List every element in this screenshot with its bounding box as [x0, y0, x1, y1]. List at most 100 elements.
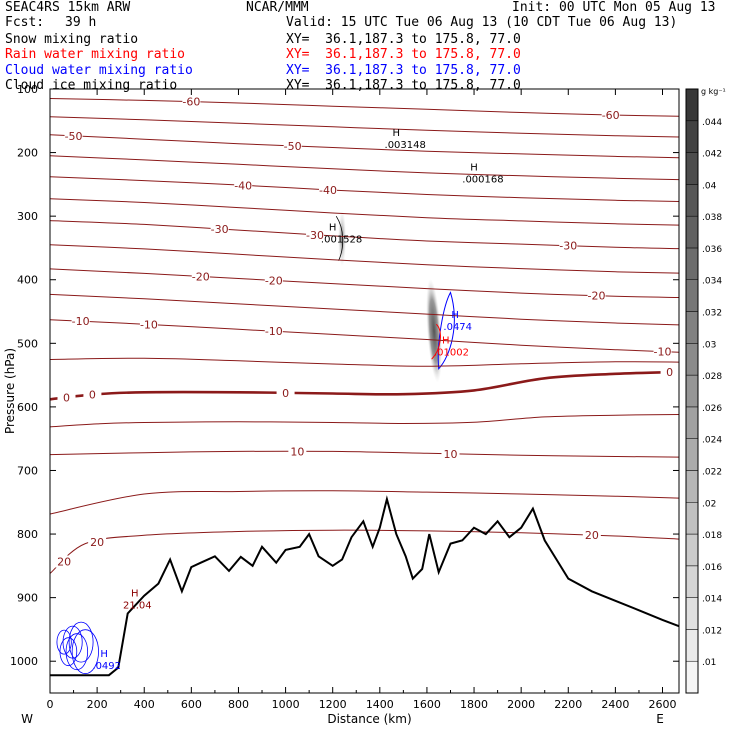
- contour-label-bg: [283, 139, 302, 152]
- forecast-label: Fcst:: [5, 15, 45, 30]
- y-tick-label: 600: [17, 401, 38, 414]
- extremum-marker: H: [329, 223, 337, 234]
- init-time: Init: 00 UTC Mon 05 Aug 13: [512, 0, 716, 15]
- x-axis-label: Distance (km): [327, 712, 411, 726]
- temperature-contour-label: -30: [559, 240, 577, 253]
- colorbar-tick-label: .028: [702, 372, 722, 382]
- x-tick-label: 2200: [554, 698, 582, 711]
- colorbar-tick-label: .012: [702, 626, 722, 636]
- temperature-contour: [50, 220, 679, 250]
- contour-label-bg: [57, 391, 76, 404]
- contour-label-bg: [210, 223, 229, 236]
- temperature-contour-label: 20: [90, 536, 104, 549]
- temperature-contour: [50, 357, 679, 367]
- x-tick-label: 400: [134, 698, 155, 711]
- extremum-value: .0492: [92, 661, 121, 672]
- contour-label-bg: [64, 129, 83, 142]
- temperature-contour: [50, 116, 679, 138]
- temperature-contour-label: 0: [282, 387, 289, 400]
- colorbar-swatch: [685, 184, 699, 217]
- colorbar-swatch: [685, 279, 699, 312]
- y-tick-label: 900: [17, 592, 38, 605]
- x-tick-label: 2600: [649, 698, 677, 711]
- x-tick-label: 2400: [601, 698, 629, 711]
- contour-label-bg: [264, 274, 283, 287]
- contour-label-bg: [83, 388, 102, 401]
- contour-label-bg: [559, 239, 578, 252]
- temperature-contour-label: -20: [265, 274, 283, 287]
- colorbar-tick-label: .042: [702, 150, 722, 160]
- contour-label-bg: [653, 345, 672, 358]
- colorbar-tick-label: .032: [702, 309, 722, 319]
- x-tick-label: 1800: [460, 698, 488, 711]
- colorbar-swatch: [685, 215, 699, 249]
- colorbar-tick-label: .044: [702, 118, 722, 128]
- x-tick-label: 1400: [366, 698, 394, 711]
- colorbar-tick-label: .016: [702, 563, 722, 573]
- low-cloud-contour: [68, 621, 94, 663]
- field-cloud-water-name: Cloud water mixing ratio: [5, 63, 193, 78]
- colorbar-swatch: [685, 247, 699, 280]
- temperature-contour: [50, 176, 679, 202]
- extremum-marker: H: [393, 128, 401, 139]
- temperature-contour-label: -60: [182, 96, 200, 109]
- colorbar-tick-label: .022: [702, 467, 722, 477]
- temperature-contour-label: -10: [265, 325, 283, 338]
- contour-label-bg: [660, 366, 679, 379]
- colorbar-tick-label: .034: [702, 277, 722, 287]
- direction-west: W: [21, 712, 33, 726]
- y-tick-label: 1000: [10, 655, 38, 668]
- colorbar-swatch: [685, 374, 699, 408]
- colorbar-tick-label: .014: [702, 595, 722, 605]
- cloud-water-contour: [437, 291, 455, 370]
- temperature-contour-label: -10: [654, 346, 672, 359]
- temperature-contour: [50, 450, 679, 458]
- contour-label-bg: [288, 445, 307, 458]
- extremum-marker: H: [442, 336, 450, 347]
- temperature-contour-label: -50: [284, 140, 302, 153]
- contour-label-bg: [71, 315, 90, 328]
- colorbar-tick-label: .018: [702, 531, 722, 541]
- x-tick-label: 2000: [507, 698, 535, 711]
- extremum-value: .003148: [385, 140, 426, 151]
- model-name: SEAC4RS 15km ARW: [5, 0, 131, 15]
- temperature-contour-label: -10: [140, 318, 158, 331]
- contour-label-bg: [191, 270, 210, 283]
- colorbar-swatch: [685, 88, 699, 122]
- temperature-contour: [50, 414, 679, 428]
- temperature-contour-label: -30: [211, 223, 229, 236]
- contour-label-bg: [182, 95, 201, 108]
- extremum-value: .001528: [321, 235, 362, 246]
- temperature-contour: [50, 98, 679, 117]
- colorbar-tick-label: .036: [702, 245, 722, 255]
- y-tick-label: 500: [17, 337, 38, 350]
- temperature-contour-label: -30: [306, 229, 324, 242]
- temperature-contour: [50, 198, 679, 226]
- temperature-contour-label: -50: [65, 130, 83, 143]
- field-snow-xy: XY= 36.1,187.3 to 175.8, 77.0: [286, 32, 521, 47]
- extremum-value: .01002: [434, 348, 469, 359]
- colorbar-swatch: [685, 120, 699, 153]
- temperature-contour-label: 20: [57, 556, 71, 569]
- contour-label-bg: [55, 555, 74, 568]
- temperature-contour-label: -20: [192, 270, 210, 283]
- temperature-contour-label: -40: [234, 179, 252, 192]
- extremum-value: .0474: [443, 322, 472, 333]
- extremum-marker: H: [470, 163, 478, 174]
- contour-label-bg: [582, 529, 601, 542]
- direction-east: E: [656, 712, 664, 726]
- colorbar-frame: [685, 88, 699, 694]
- field-rain-xy: XY= 36.1,187.3 to 175.8, 77.0: [286, 47, 521, 62]
- colorbar-swatch: [685, 597, 699, 630]
- contour-label-bg: [601, 108, 620, 121]
- x-tick-label: 800: [228, 698, 249, 711]
- colorbar-swatch: [685, 470, 699, 503]
- x-tick-label: 600: [181, 698, 202, 711]
- valid-time: Valid: 15 UTC Tue 06 Aug 13 (10 CDT Tue …: [286, 15, 678, 30]
- colorbar-swatch: [685, 533, 699, 567]
- colorbar-tick-label: .038: [702, 213, 722, 223]
- temperature-contour-label: 0: [63, 391, 70, 404]
- contour-label-bg: [306, 228, 325, 241]
- y-tick-label: 800: [17, 528, 38, 541]
- plot-frame: [49, 88, 680, 694]
